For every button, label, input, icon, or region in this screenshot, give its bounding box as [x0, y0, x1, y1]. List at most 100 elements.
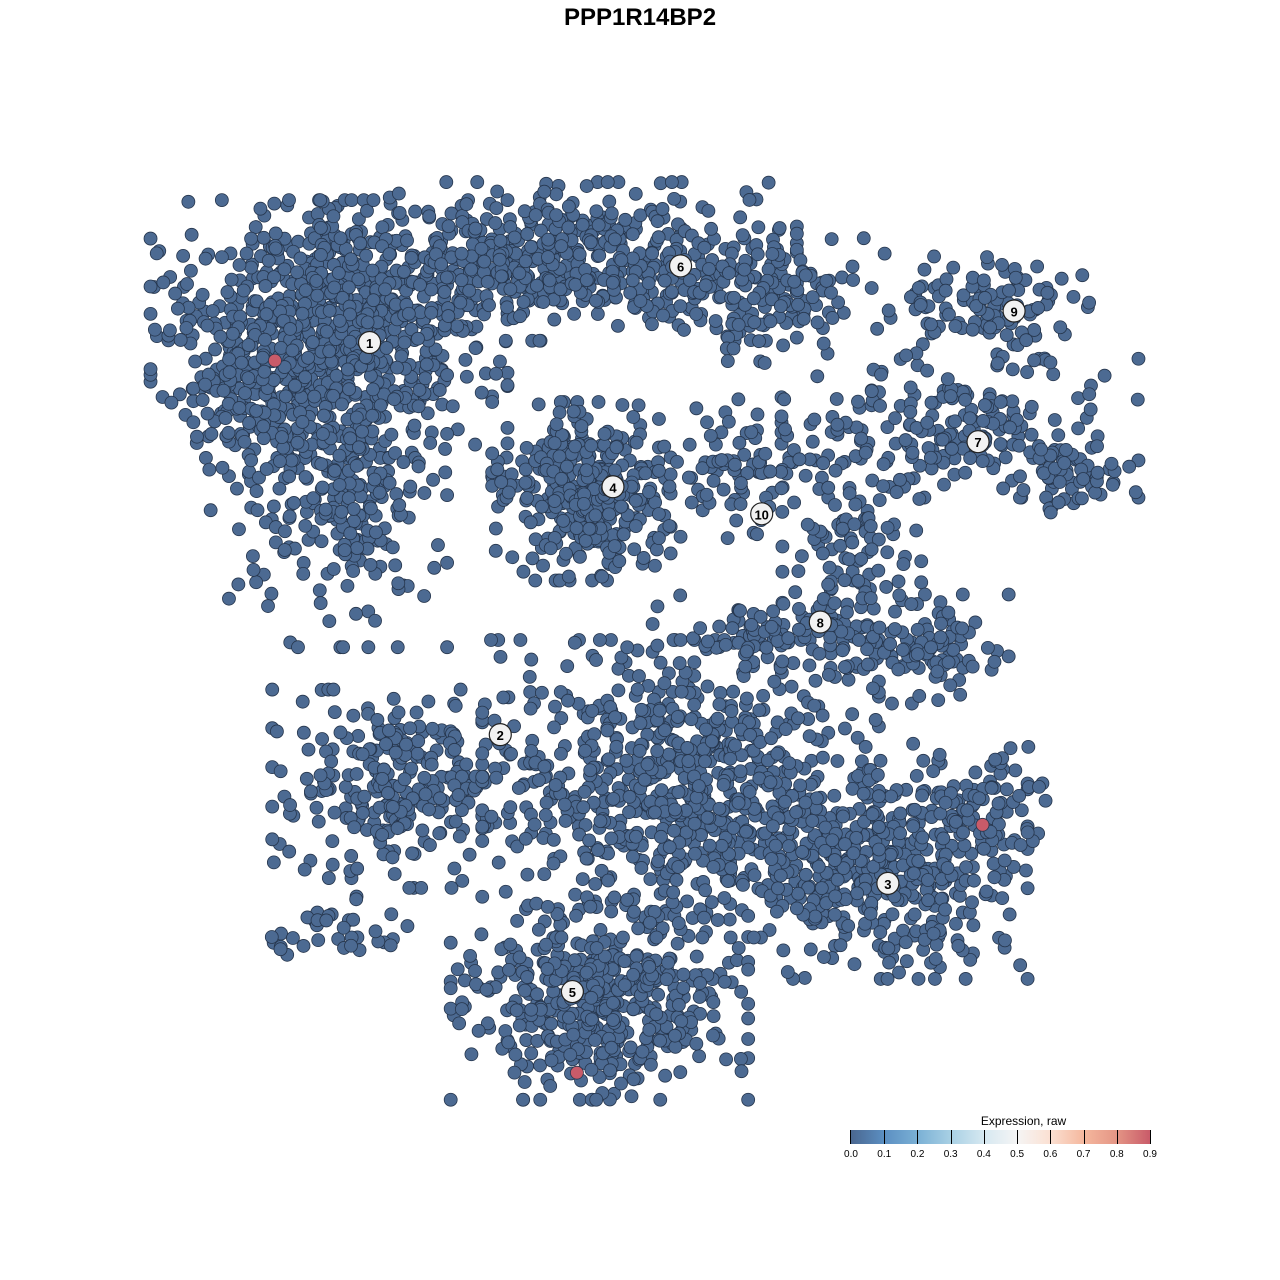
point-cluster-1	[264, 586, 279, 601]
point-cluster-5	[763, 775, 778, 790]
point-cluster-6	[583, 235, 598, 250]
point-cluster-1	[346, 564, 361, 578]
point-cluster-8	[767, 674, 782, 689]
point-cluster-3	[898, 935, 913, 950]
point-cluster-6	[413, 277, 427, 292]
point-cluster-6	[733, 210, 748, 225]
point-cluster-9	[1066, 289, 1081, 304]
point-cluster-5	[740, 691, 754, 706]
point-cluster-2	[432, 826, 447, 841]
point-cluster-2	[459, 757, 474, 772]
point-cluster-3	[873, 925, 888, 940]
point-cluster-6	[727, 290, 741, 305]
point-cluster-5	[712, 801, 727, 816]
point-cluster-4	[488, 521, 503, 536]
point-cluster-2	[313, 768, 328, 783]
point-cluster-1	[190, 429, 204, 444]
point-cluster-2	[417, 770, 432, 785]
point-cluster-6	[494, 269, 509, 284]
point-cluster-5	[798, 795, 813, 810]
point-cluster-9	[942, 307, 956, 322]
point-cluster-5	[593, 923, 608, 937]
point-cluster-5	[475, 889, 490, 904]
point-cluster-1	[332, 478, 347, 492]
point-cluster-8	[891, 662, 906, 677]
point-cluster-1	[296, 566, 311, 581]
point-cluster-4	[614, 499, 629, 514]
point-cluster-8	[955, 587, 970, 602]
point-cluster-3	[863, 906, 878, 921]
point-cluster-5	[659, 972, 674, 987]
point-cluster-4	[615, 398, 630, 412]
point-cluster-5	[747, 868, 762, 883]
point-cluster-7	[1090, 439, 1104, 454]
point-cluster-10	[777, 392, 792, 407]
point-cluster-6	[664, 175, 679, 189]
point-cluster-2	[411, 734, 426, 748]
point-cluster-4	[609, 440, 624, 455]
point-cluster-9	[917, 262, 932, 277]
point-cluster-1	[156, 275, 171, 290]
point-cluster-2	[296, 725, 311, 740]
point-cluster-1	[366, 382, 380, 397]
point-cluster-1	[275, 430, 289, 445]
point-cluster-6	[645, 317, 659, 332]
point-cluster-1	[468, 341, 483, 356]
point-cluster-6	[401, 306, 416, 321]
point-cluster-8	[895, 642, 910, 657]
point-cluster-4	[519, 441, 534, 455]
point-cluster-7	[1024, 427, 1039, 442]
point-cluster-5	[589, 1092, 604, 1107]
point-cluster-2	[448, 698, 463, 713]
point-cluster-6	[382, 247, 397, 262]
point-cluster-5	[538, 808, 553, 823]
point-cluster-3	[836, 861, 851, 876]
point-cluster-8	[794, 549, 809, 564]
point-cluster-5	[781, 839, 796, 854]
point-cluster-5	[640, 757, 655, 772]
point-cluster-2	[379, 737, 393, 752]
point-cluster-5	[706, 1028, 720, 1043]
point-cluster-7	[1013, 469, 1027, 484]
point-cluster-5	[625, 849, 640, 864]
point-cluster-5	[509, 1003, 524, 1018]
point-cluster-1	[350, 541, 364, 556]
point-cluster-4	[547, 436, 562, 450]
point-cluster-1	[351, 440, 366, 455]
point-cluster-2	[346, 912, 361, 927]
point-cluster-3	[1032, 779, 1046, 794]
point-cluster-5	[566, 1027, 581, 1042]
point-cluster-6	[549, 187, 564, 202]
point-cluster-6	[332, 313, 347, 328]
point-cluster-5	[743, 728, 757, 742]
point-cluster-6	[819, 273, 834, 288]
point-cluster-8	[893, 472, 907, 487]
point-cluster-5	[808, 673, 823, 688]
point-cluster-1	[218, 411, 233, 425]
point-cluster-5	[789, 805, 804, 820]
point-cluster-1	[282, 509, 297, 524]
point-cluster-5	[443, 981, 458, 996]
point-cluster-6	[549, 208, 564, 223]
point-cluster-1	[246, 562, 261, 577]
point-cluster-3	[907, 907, 922, 922]
point-cluster-1	[349, 410, 364, 425]
point-cluster-8	[910, 647, 925, 662]
point-cluster-6	[468, 221, 483, 236]
point-cluster-2	[309, 800, 324, 815]
point-cluster-6	[761, 175, 776, 190]
point-cluster-1	[283, 322, 298, 336]
point-cluster-5	[704, 895, 719, 909]
point-cluster-5	[493, 649, 508, 664]
point-cluster-9	[924, 317, 938, 332]
point-cluster-5	[643, 915, 657, 930]
point-cluster-1	[200, 318, 215, 333]
point-cluster-9	[1027, 353, 1042, 368]
point-cluster-2	[368, 924, 383, 939]
point-cluster-1	[298, 470, 313, 484]
point-cluster-5	[512, 950, 527, 965]
point-cluster-5	[554, 746, 568, 761]
point-cluster-10	[689, 401, 704, 416]
point-cluster-5	[764, 852, 779, 866]
point-cluster-8	[863, 591, 878, 606]
